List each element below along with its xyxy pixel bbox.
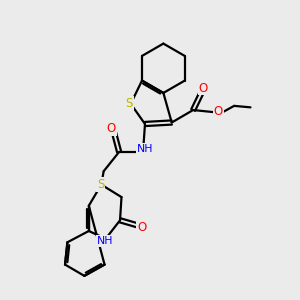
Text: O: O xyxy=(107,122,116,135)
Text: NH: NH xyxy=(137,144,154,154)
Text: S: S xyxy=(97,178,104,191)
Text: O: O xyxy=(137,220,147,234)
Text: O: O xyxy=(214,105,223,118)
Text: NH: NH xyxy=(97,236,113,246)
Text: O: O xyxy=(199,82,208,94)
Text: S: S xyxy=(125,97,133,110)
